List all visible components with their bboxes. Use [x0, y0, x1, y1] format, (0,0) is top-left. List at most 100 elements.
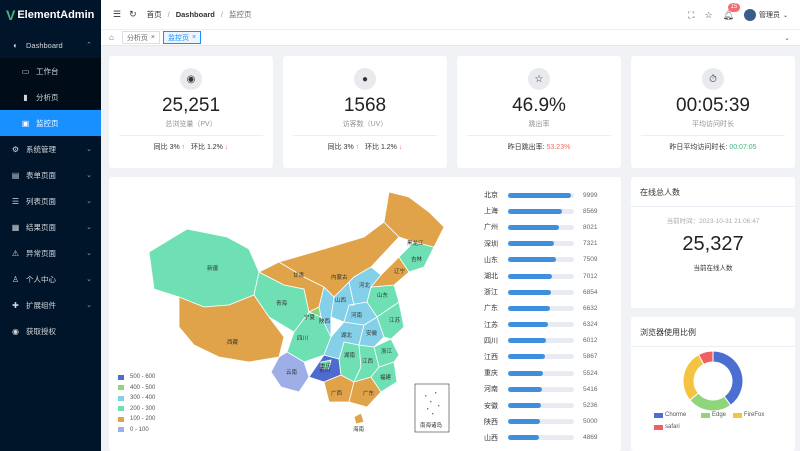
map-label: 海南	[353, 425, 365, 433]
ranking-row: 陕西 5000	[484, 414, 604, 430]
region-hebei[interactable]	[348, 266, 382, 306]
fullscreen-icon[interactable]: ⛶	[688, 9, 695, 20]
legend-label: 0 - 100	[130, 426, 149, 433]
close-icon[interactable]: ×	[191, 34, 197, 41]
sidebar-item-analysis[interactable]: ▮ 分析页	[0, 84, 101, 110]
region-jilin[interactable]	[398, 241, 435, 273]
ranking-city: 江苏	[484, 321, 498, 329]
stat-label: 跳出率	[528, 121, 550, 128]
sidebar-item-lists[interactable]: ☰ 列表页面 ⌄	[0, 188, 101, 214]
ranking-bar-track	[508, 273, 574, 279]
card-title: 在线总人数	[640, 188, 680, 197]
ranking-bar	[508, 224, 559, 230]
region-zhejiang[interactable]	[373, 338, 400, 368]
legend-item[interactable]: 200 - 300	[118, 404, 155, 415]
map-label: 湖南	[344, 351, 356, 359]
legend-item[interactable]: FireFox	[733, 412, 764, 418]
breadcrumb-home[interactable]: 首页	[146, 10, 162, 19]
stat-footer: 昨日平均访问时长: 00:07:05	[631, 142, 795, 152]
yoy-text: 同比 3%	[153, 144, 180, 151]
logo-text: ElementAdmin	[17, 9, 95, 21]
sidebar-item-forms[interactable]: ▤ 表单页面 ⌄	[0, 162, 101, 188]
sidebar-item-label: 异常页面	[26, 248, 56, 258]
legend-item[interactable]: Edge	[701, 412, 726, 418]
ranking-bar	[508, 386, 543, 392]
home-icon[interactable]: ⌂	[109, 33, 114, 42]
tab-analysis[interactable]: 分析页 ×	[121, 31, 160, 44]
legend-item[interactable]: Chorme	[654, 412, 686, 418]
legend-label: Chorme	[665, 412, 687, 418]
arrow-down-icon: ↓	[398, 144, 403, 151]
ranking-bar-track	[508, 305, 574, 311]
map-label: 云南	[286, 368, 298, 376]
ranking-city: 四川	[484, 337, 498, 345]
donut-slice-firefox[interactable]	[682, 354, 705, 401]
sidebar-item-results[interactable]: ▦ 结果页面 ⌄	[0, 214, 101, 240]
region-ningxia[interactable]	[308, 306, 322, 318]
ranking-value: 5000	[583, 418, 598, 426]
legend-item[interactable]: 400 - 500	[118, 383, 155, 394]
ranking-bar-track	[508, 241, 574, 247]
ranking-city: 北京	[484, 192, 498, 200]
warning-icon: ⚠	[11, 248, 20, 258]
sidebar-item-extensions[interactable]: ✚ 扩展组件 ⌄	[0, 292, 101, 318]
donut-slice-safari[interactable]	[697, 351, 714, 366]
region-jiangsu[interactable]	[376, 301, 405, 340]
region-liaoning[interactable]	[370, 256, 410, 288]
yoy-text: 同比 3%	[327, 144, 354, 151]
stat-card-pv: ◉ 25,251 总浏览量（PV） 同比 3% ↑ 环比 1.2% ↓	[109, 56, 273, 168]
region-heilongjiang[interactable]	[383, 191, 445, 248]
map-label: 宁夏	[304, 313, 316, 321]
chevron-down-icon: ⌄	[86, 146, 92, 153]
star-icon[interactable]: ☆	[704, 9, 713, 20]
region-chongqing[interactable]	[320, 359, 332, 370]
sidebar-item-system[interactable]: ⚙ 系统管理 ⌄	[0, 136, 101, 162]
region-xinjiang[interactable]	[148, 228, 260, 308]
ranking-value: 7509	[583, 256, 598, 264]
breadcrumb-separator: /	[167, 10, 170, 19]
menu-toggle-icon[interactable]: ☰	[113, 9, 122, 19]
sidebar-item-authorize[interactable]: ◉ 获取授权	[0, 318, 101, 344]
extension-icon: ✚	[12, 300, 19, 310]
stat-label: 访客数（UV）	[342, 121, 388, 128]
legend-item[interactable]: 500 - 600	[118, 372, 155, 383]
refresh-icon[interactable]: ↻	[129, 9, 137, 19]
ranking-bar-track	[508, 257, 574, 263]
legend-item[interactable]: 0 - 100	[118, 425, 155, 436]
breadcrumb-dashboard[interactable]: Dashboard	[175, 10, 215, 19]
legend-item[interactable]: 300 - 400	[118, 393, 155, 404]
ranking-value: 5236	[583, 402, 598, 410]
tab-monitor[interactable]: 监控页 ×	[162, 31, 202, 44]
ranking-city: 山东	[484, 256, 498, 264]
close-icon[interactable]: ×	[150, 34, 155, 41]
legend-item[interactable]: 100 - 200	[118, 414, 155, 425]
region-yunnan[interactable]	[270, 351, 310, 393]
user-menu[interactable]: 管理员 ⌄	[743, 9, 788, 21]
region-xizang[interactable]	[178, 294, 285, 363]
sidebar-item-profile[interactable]: ♙ 个人中心 ⌄	[0, 266, 101, 292]
region-hainan[interactable]	[353, 412, 365, 425]
user-icon: ●	[354, 68, 376, 90]
map-label: 陕西	[319, 317, 331, 325]
map-label: 河北	[359, 281, 371, 289]
tab-label: 监控页	[167, 34, 189, 42]
sidebar-item-workbench[interactable]: ▭ 工作台	[0, 58, 101, 84]
donut-slice-chorme[interactable]	[712, 351, 744, 406]
sidebar-item-monitor[interactable]: ▣ 监控页	[0, 110, 101, 136]
sidebar-item-dashboard[interactable]: ◐ Dashboard ⌃	[0, 32, 101, 58]
bell-icon[interactable]: 🔔︎ 15	[723, 2, 741, 21]
map-label: 吉林	[411, 255, 423, 263]
legend-item[interactable]: safari	[654, 424, 680, 430]
ranking-city: 陕西	[484, 418, 498, 426]
chevron-down-icon: ⌄	[86, 250, 92, 257]
ranking-row: 深圳 7321	[484, 236, 604, 252]
ranking-value: 8021	[583, 223, 598, 231]
app-logo[interactable]: V ElementAdmin	[0, 0, 101, 30]
sidebar-item-label: 列表页面	[26, 196, 56, 206]
yesterday-label: 昨日平均访问时长:	[669, 144, 728, 151]
sidebar-item-exceptions[interactable]: ⚠ 异常页面 ⌄	[0, 240, 101, 266]
map-label: 安徽	[366, 329, 378, 337]
sidebar-item-label: 扩展组件	[26, 300, 56, 310]
stat-footer: 昨日跳出率: 53.23%	[457, 142, 621, 152]
chevron-down-icon[interactable]: ⌄	[784, 34, 790, 42]
